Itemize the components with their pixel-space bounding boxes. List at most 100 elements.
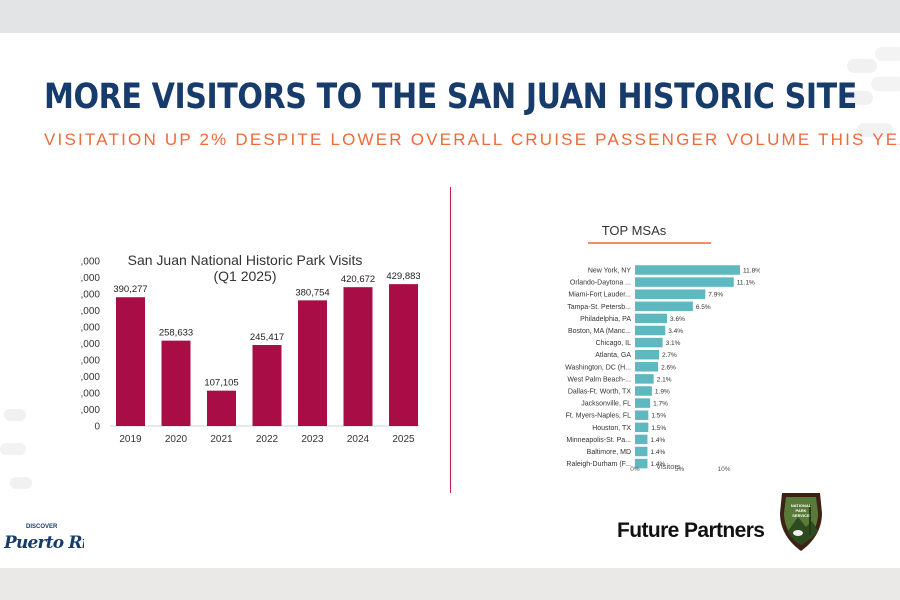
page-title: MORE VISITORS TO THE SAN JUAN HISTORIC S…	[44, 77, 857, 117]
chart-subtitle: (Q1 2025)	[213, 268, 276, 284]
bar-data-label: 6.5%	[696, 304, 711, 311]
bar-data-label: 420,672	[341, 274, 375, 285]
bar-data-label: 2.6%	[661, 364, 676, 371]
bar	[635, 398, 651, 408]
y-category-label: Atlanta, GA	[595, 352, 631, 359]
bar	[116, 297, 145, 426]
bar	[635, 313, 668, 324]
y-tick-label: 100,000	[80, 389, 100, 400]
x-tick-label: 0%	[630, 466, 640, 471]
bar	[207, 390, 236, 426]
bar-data-label: 1.4%	[650, 449, 665, 456]
x-tick-label: 2023	[301, 434, 324, 445]
y-category-label: Baltimore, MD	[587, 449, 631, 456]
bar	[389, 284, 418, 426]
bar	[635, 265, 741, 275]
nps-text-3: SERVICE	[792, 513, 810, 518]
bar-data-label: 3.6%	[670, 316, 685, 323]
bar-data-label: 1.4%	[650, 461, 665, 468]
y-tick-label: 200,000	[80, 356, 100, 367]
y-tick-label: 150,000	[80, 372, 100, 383]
y-tick-label: 0	[94, 422, 100, 433]
chart-title: TOP MSAs	[602, 223, 667, 238]
bar-data-label: 7.9%	[708, 292, 723, 299]
nps-text-1: NATIONAL	[791, 503, 812, 508]
y-category-label: New York, NY	[588, 268, 632, 275]
bar-data-label: 11.1%	[737, 280, 755, 287]
y-category-label: Raleigh-Durham (F...	[566, 461, 631, 468]
bar-data-label: 2.7%	[662, 352, 677, 359]
bar	[635, 289, 706, 299]
bar	[635, 458, 648, 469]
bar	[635, 362, 659, 372]
bar	[635, 410, 649, 420]
nps-arrowhead-logo: NATIONAL PARK SERVICE	[780, 493, 822, 551]
y-category-label: Dallas-Ft. Worth, TX	[568, 389, 631, 396]
slide: MORE VISITORS TO THE SAN JUAN HISTORIC S…	[0, 33, 900, 568]
y-tick-label: 300,000	[80, 323, 100, 334]
nps-text-2: PARK	[795, 508, 806, 513]
bar-data-label: 1.9%	[655, 389, 670, 396]
bar-data-label: 390,277	[113, 284, 147, 295]
bar	[252, 345, 282, 426]
bar	[635, 337, 663, 348]
y-category-label: Washington, DC (H...	[565, 364, 631, 371]
bar-data-label: 1.4%	[650, 437, 665, 444]
bar-data-label: 3.1%	[666, 340, 681, 347]
y-tick-label: 400,000	[80, 290, 100, 301]
bar	[635, 446, 648, 457]
bar-data-label: 380,754	[295, 287, 329, 298]
future-partners-logo: Future Partners	[617, 519, 765, 542]
bar-data-label: 1.5%	[651, 413, 666, 420]
bar-data-label: 107,105	[204, 378, 238, 389]
x-tick-label: 2024	[347, 434, 370, 445]
y-tick-label: 50,000	[80, 405, 100, 416]
brush-decoration-right	[841, 47, 900, 137]
y-tick-label: 500,000	[80, 257, 100, 268]
y-category-label: Jacksonville, FL	[581, 401, 631, 408]
y-tick-label: 450,000	[80, 273, 100, 284]
chart-title: San Juan National Historic Park Visits	[128, 252, 363, 268]
x-tick-label: 2021	[210, 434, 233, 445]
x-axis-title: Visitors	[656, 462, 681, 471]
visits-bar-chart: San Juan National Historic Park Visits(Q…	[80, 252, 420, 445]
y-tick-label: 250,000	[80, 339, 100, 350]
bar-data-label: 3.4%	[668, 328, 683, 335]
y-category-label: Ft. Myers-Naples, FL	[566, 413, 631, 420]
y-category-label: Minneapolis-St. Pa...	[566, 437, 631, 444]
y-category-label: Chicago, IL	[596, 340, 632, 347]
x-tick-label: 5%	[675, 466, 685, 471]
bottom-band	[0, 568, 900, 600]
bar-data-label: 1.5%	[651, 425, 666, 432]
y-category-label: Philadelphia, PA	[580, 316, 631, 323]
bar	[635, 422, 649, 433]
page-subtitle: VISITATION UP 2% DESPITE LOWER OVERALL C…	[44, 130, 900, 149]
discover-puerto-rico-logo: DISCOVER Puerto Rico	[4, 524, 84, 553]
top-band	[0, 0, 900, 33]
y-category-label: Miami-Fort Lauder...	[568, 292, 631, 299]
bar	[635, 374, 654, 384]
top-msas-bar-chart: TOP MSAs New York, NY 11.8% Orlando-Daytona…	[565, 223, 760, 471]
x-tick-label: 2019	[119, 434, 142, 445]
x-tick-label: 2020	[165, 434, 188, 445]
bar	[635, 386, 652, 396]
y-category-label: Tampa-St. Petersb...	[567, 304, 631, 311]
y-tick-label: 350,000	[80, 306, 100, 317]
divider	[450, 187, 451, 493]
bar	[635, 301, 693, 312]
bar-data-label: 11.8%	[743, 268, 760, 275]
bar-data-label: 258,633	[159, 328, 193, 339]
discover-label: DISCOVER	[26, 524, 58, 530]
y-category-label: Houston, TX	[592, 425, 631, 432]
bar	[635, 434, 648, 445]
y-category-label: Boston, MA (Manc...	[568, 328, 631, 335]
x-tick-label: 2022	[256, 434, 279, 445]
bar	[298, 300, 327, 426]
bar	[635, 325, 666, 336]
bar	[635, 277, 734, 287]
brush-decoration-left	[0, 409, 32, 489]
bar	[635, 349, 660, 360]
bar-data-label: 429,883	[386, 271, 420, 282]
puerto-rico-wordmark: Puerto Rico	[4, 533, 84, 553]
y-category-label: West Palm Beach-...	[567, 376, 631, 383]
